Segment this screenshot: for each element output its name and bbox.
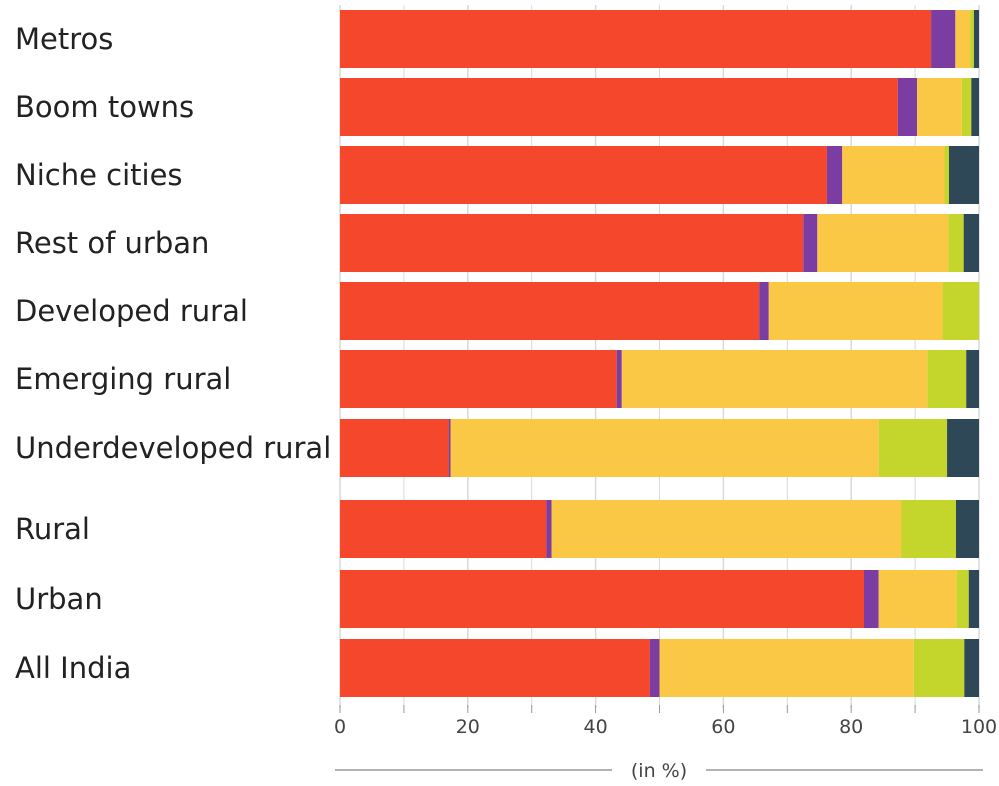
bar-segment [340, 282, 760, 340]
bar-segment [878, 570, 957, 628]
bar-segment [948, 146, 979, 204]
bar-segment [340, 78, 898, 136]
bar-segment [968, 570, 979, 628]
category-label: Boom towns [15, 90, 194, 124]
category-label: All India [15, 651, 131, 685]
bar-segment [649, 639, 660, 697]
bar-segment [955, 10, 971, 68]
bar-segment [340, 570, 864, 628]
bar-segment [963, 214, 979, 272]
bar-segment [450, 419, 879, 477]
bar-segment [340, 214, 804, 272]
category-label: Underdeveloped rural [15, 431, 331, 465]
bar-segment [913, 639, 965, 697]
x-tick-label: 60 [711, 716, 735, 738]
bar-segment [842, 146, 945, 204]
bar-segment [948, 214, 964, 272]
bar-segment [897, 78, 918, 136]
category-label: Rural [15, 512, 90, 546]
x-tick-label: 40 [584, 716, 608, 738]
bar-segment [817, 214, 949, 272]
category-label: Developed rural [15, 294, 248, 328]
category-label: Metros [15, 22, 113, 56]
bar-segment [340, 146, 827, 204]
category-label: Emerging rural [15, 362, 231, 396]
x-tick-label: 0 [334, 716, 346, 738]
category-label: Urban [15, 582, 103, 616]
bar-segment [973, 10, 979, 68]
bar-segment [546, 500, 552, 558]
bar-segment [659, 639, 914, 697]
bar-segment [340, 639, 650, 697]
bar-segment [878, 419, 948, 477]
bar-segment [863, 570, 879, 628]
bar-segment [901, 500, 956, 558]
bar-segment [927, 350, 967, 408]
bar-segment [970, 10, 974, 68]
bar-segment [621, 350, 928, 408]
bar-segment [955, 500, 979, 558]
bar-segment [616, 350, 622, 408]
bar-segment [971, 78, 979, 136]
bar-segment [947, 419, 979, 477]
bar-segment [768, 282, 943, 340]
bar-segment [340, 10, 932, 68]
bar-segment [448, 419, 451, 477]
bar-segment [944, 146, 949, 204]
bar-segment [826, 146, 843, 204]
bar-segment [551, 500, 902, 558]
x-tick-label: 20 [456, 716, 480, 738]
bar-segment [340, 500, 547, 558]
x-axis: (in %) [335, 760, 983, 782]
bar-segment [759, 282, 769, 340]
category-labels: Metros Boom towns Niche cities Rest of urba… [15, 22, 331, 685]
bars [340, 10, 979, 697]
bar-segment [340, 350, 617, 408]
bar-segment [803, 214, 818, 272]
x-axis-title: (in %) [631, 760, 687, 782]
bar-segment [956, 570, 969, 628]
bar-segment [931, 10, 956, 68]
bar-segment [942, 282, 979, 340]
x-tick-label: 80 [839, 716, 863, 738]
category-label: Niche cities [15, 158, 183, 192]
bar-segment [964, 639, 979, 697]
category-label: Rest of urban [15, 226, 209, 260]
bar-segment [966, 350, 979, 408]
bar-segment [961, 78, 972, 136]
bar-segment [340, 419, 449, 477]
bar-segment [917, 78, 962, 136]
x-tick-label: 100 [961, 716, 997, 738]
